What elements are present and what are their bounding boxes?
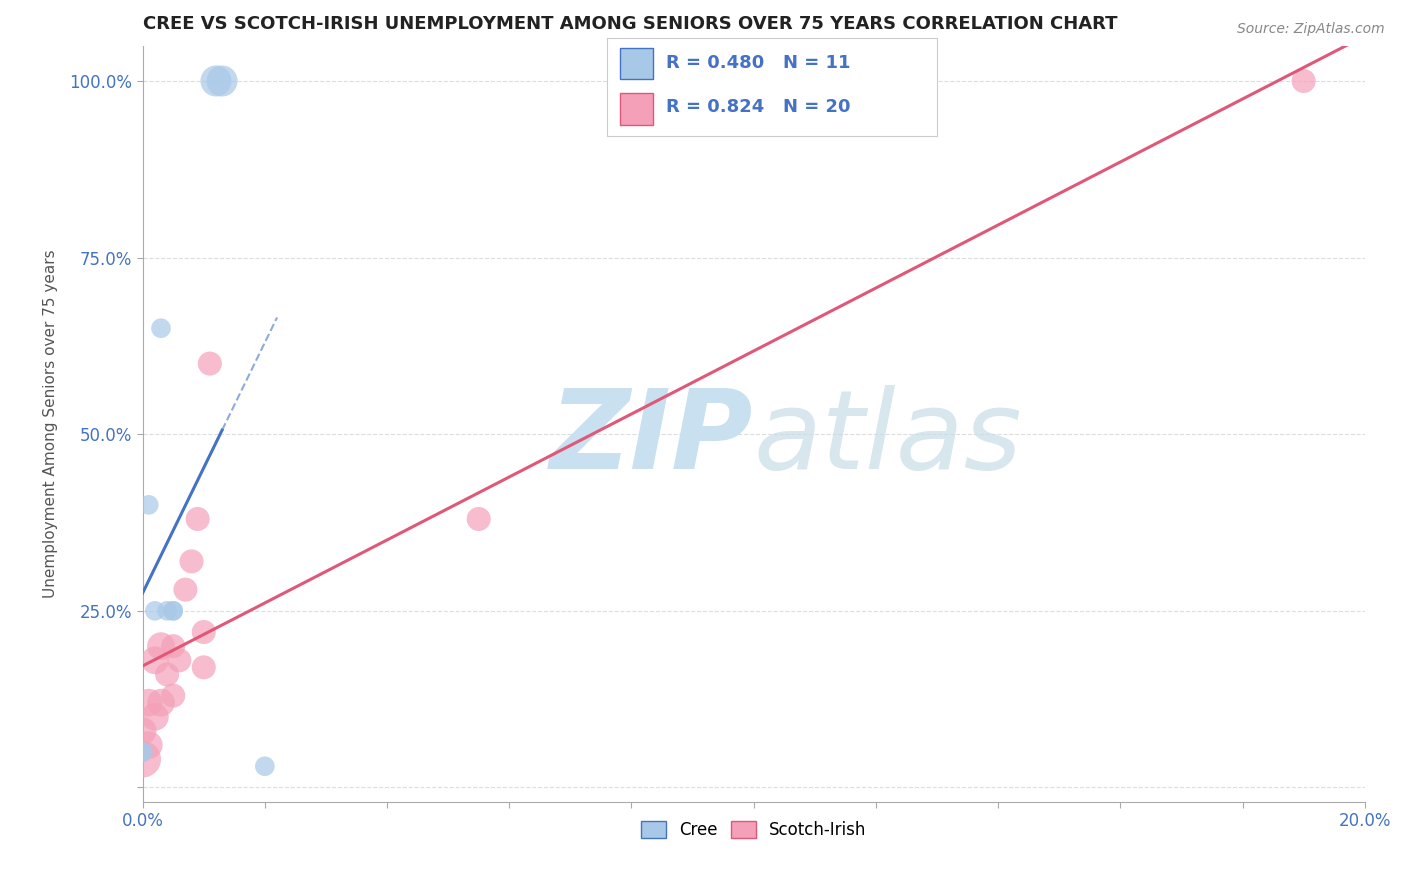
Point xyxy=(169,653,191,667)
Point xyxy=(205,74,228,88)
Point xyxy=(162,689,184,703)
Point xyxy=(162,604,184,618)
Point xyxy=(253,759,276,773)
Point xyxy=(149,321,172,335)
Text: CREE VS SCOTCH-IRISH UNEMPLOYMENT AMONG SENIORS OVER 75 YEARS CORRELATION CHART: CREE VS SCOTCH-IRISH UNEMPLOYMENT AMONG … xyxy=(142,15,1118,33)
Point xyxy=(143,604,166,618)
Text: ZIP: ZIP xyxy=(550,385,754,492)
Point xyxy=(149,639,172,653)
Point xyxy=(162,604,184,618)
Point xyxy=(131,752,153,766)
Y-axis label: Unemployment Among Seniors over 75 years: Unemployment Among Seniors over 75 years xyxy=(44,249,58,598)
Point xyxy=(1292,74,1315,88)
Point xyxy=(193,625,215,640)
Point xyxy=(198,357,221,371)
Text: atlas: atlas xyxy=(754,385,1022,492)
Point xyxy=(187,512,209,526)
Point xyxy=(138,498,160,512)
Point xyxy=(193,660,215,674)
Point xyxy=(131,745,153,759)
Point xyxy=(174,582,197,597)
Point xyxy=(211,74,233,88)
Text: Source: ZipAtlas.com: Source: ZipAtlas.com xyxy=(1237,22,1385,37)
Point xyxy=(138,696,160,710)
Point xyxy=(156,667,179,681)
Point xyxy=(467,512,489,526)
Point xyxy=(138,738,160,752)
Point xyxy=(162,639,184,653)
Point xyxy=(149,696,172,710)
Point xyxy=(143,710,166,724)
Point xyxy=(131,745,153,759)
Point xyxy=(180,554,202,568)
Point xyxy=(156,604,179,618)
Point xyxy=(143,653,166,667)
Legend: Cree, Scotch-Irish: Cree, Scotch-Irish xyxy=(634,814,873,847)
Point xyxy=(131,723,153,738)
